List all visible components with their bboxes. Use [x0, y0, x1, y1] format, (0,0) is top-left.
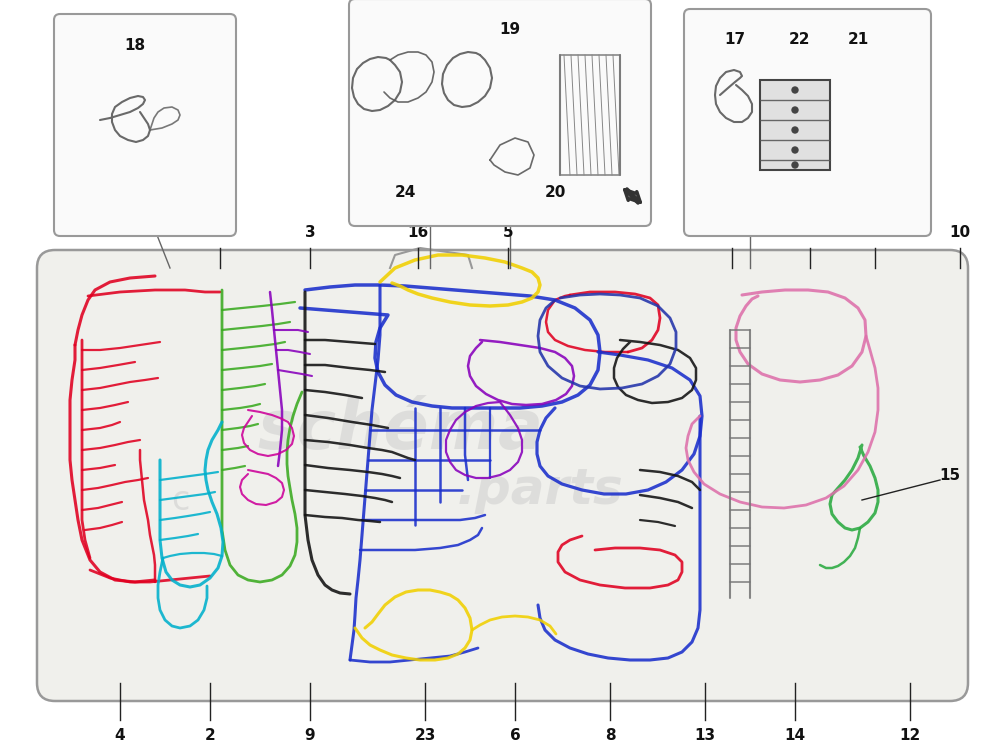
- Bar: [560, 55, 620, 175]
- FancyBboxPatch shape: [37, 250, 968, 701]
- Text: 14: 14: [799, 225, 821, 240]
- Circle shape: [792, 107, 798, 113]
- Text: 16: 16: [407, 225, 429, 240]
- Text: 2: 2: [205, 729, 215, 744]
- Text: 24: 24: [394, 185, 416, 200]
- Text: 23: 23: [414, 729, 436, 744]
- Text: 4: 4: [115, 729, 125, 744]
- Text: 9: 9: [305, 729, 315, 744]
- FancyBboxPatch shape: [54, 14, 236, 236]
- Circle shape: [792, 162, 798, 168]
- Text: 7: 7: [727, 225, 737, 240]
- Text: 12: 12: [899, 729, 921, 744]
- Text: c: c: [171, 484, 189, 517]
- Text: 15: 15: [939, 468, 961, 483]
- Text: 8: 8: [605, 729, 615, 744]
- FancyBboxPatch shape: [349, 0, 651, 226]
- Text: .parts: .parts: [457, 466, 623, 514]
- Text: 14: 14: [784, 729, 806, 744]
- Circle shape: [792, 127, 798, 133]
- Text: 19: 19: [499, 22, 521, 37]
- Text: 5: 5: [503, 225, 513, 240]
- Text: 21: 21: [847, 32, 869, 47]
- Text: 1: 1: [215, 225, 225, 240]
- FancyBboxPatch shape: [684, 9, 931, 236]
- Bar: [760, 80, 830, 170]
- Text: 20: 20: [544, 185, 566, 200]
- Text: 18: 18: [124, 38, 146, 53]
- Text: schéma: schéma: [257, 397, 543, 463]
- Circle shape: [792, 87, 798, 93]
- Text: 10: 10: [949, 225, 971, 240]
- Text: 3: 3: [305, 225, 315, 240]
- Text: 17: 17: [724, 32, 746, 47]
- Text: 6: 6: [510, 729, 520, 744]
- Text: 11: 11: [864, 225, 886, 240]
- Circle shape: [792, 147, 798, 153]
- Text: 13: 13: [694, 729, 716, 744]
- Text: 22: 22: [789, 32, 811, 47]
